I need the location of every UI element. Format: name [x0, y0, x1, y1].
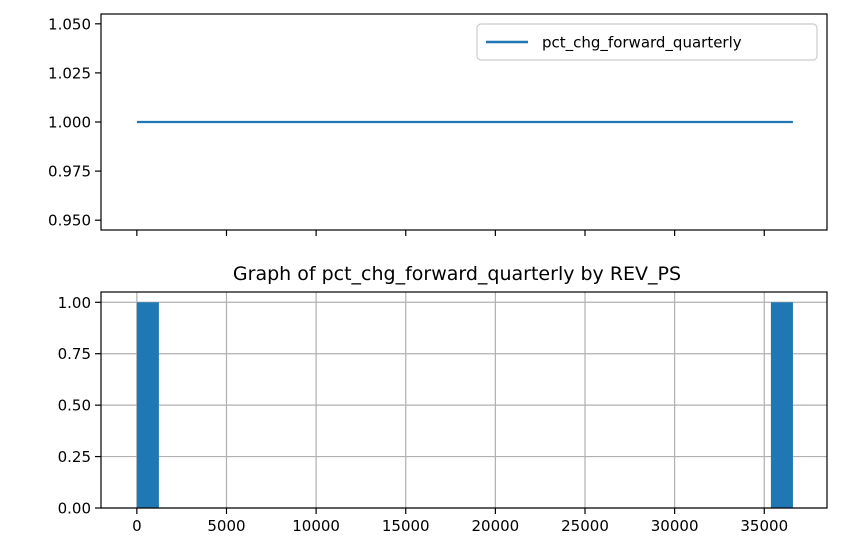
top-y-tick-label: 0.975	[48, 163, 91, 181]
bottom-x-tick-label: 10000	[292, 517, 340, 535]
bottom-x-tick-label: 35000	[740, 517, 788, 535]
bottom-bars	[136, 302, 793, 508]
bottom-y-tick-label: 0.25	[58, 448, 91, 466]
bottom-grid	[101, 292, 827, 509]
histogram-bar	[136, 302, 159, 508]
bottom-y-tick-label: 0.75	[58, 345, 91, 363]
bottom-y-ticks: 0.00 0.25 0.50 0.75 1.00	[58, 294, 101, 518]
bottom-histogram-panel: Graph of pct_chg_forward_quarterly by RE…	[58, 263, 828, 535]
top-y-tick-label: 1.025	[48, 64, 91, 82]
bottom-plot-frame	[100, 291, 828, 509]
bottom-y-tick-label: 0.50	[58, 397, 91, 415]
top-y-ticks: 0.950 0.975 1.000 1.025 1.050	[48, 15, 101, 230]
bottom-x-tick-label: 25000	[561, 517, 609, 535]
bottom-chart-title: Graph of pct_chg_forward_quarterly by RE…	[233, 263, 681, 285]
top-legend: pct_chg_forward_quarterly	[476, 23, 818, 61]
bottom-x-tick-label: 30000	[651, 517, 699, 535]
legend-box	[476, 23, 818, 61]
bottom-y-tick-label: 1.00	[58, 294, 91, 312]
histogram-bar	[770, 302, 793, 508]
top-x-ticks	[136, 230, 765, 236]
bottom-y-tick-label: 0.00	[58, 500, 91, 518]
top-y-tick-label: 1.050	[48, 15, 91, 33]
bottom-x-tick-label: 15000	[382, 517, 430, 535]
top-y-tick-label: 0.950	[48, 212, 91, 230]
bottom-x-tick-label: 20000	[472, 517, 520, 535]
bottom-x-tick-label: 0	[132, 517, 142, 535]
top-y-tick-label: 1.000	[48, 114, 91, 132]
bottom-x-ticks: 0 5000 10000 15000 20000 25000 30000 35000	[132, 508, 788, 535]
bottom-x-tick-label: 5000	[207, 517, 245, 535]
top-plot-frame	[100, 13, 828, 231]
top-line-panel: 0.950 0.975 1.000 1.025 1.050 pct_chg_forwar…	[48, 13, 828, 236]
legend-label: pct_chg_forward_quarterly	[542, 34, 742, 53]
